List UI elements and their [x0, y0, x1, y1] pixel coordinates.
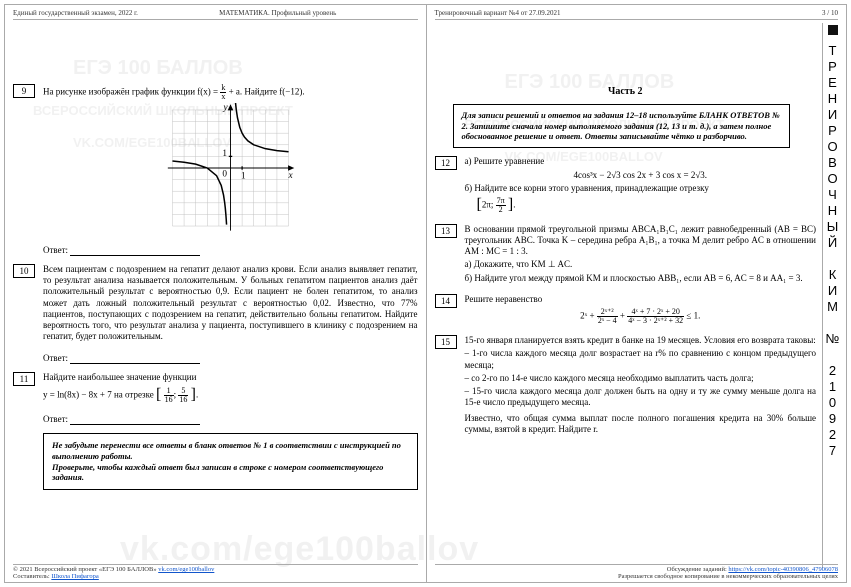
q15-out: Известно, что общая сумма выплат после п…: [465, 413, 817, 436]
task-number: 14: [435, 294, 457, 308]
content-right: ЕГЭ 100 БАЛЛОВ ВСЕРОССИЙСКИЙ ШКОЛЬНЫЙ ПР…: [435, 26, 839, 437]
hdr-page: 3 / 10: [822, 9, 838, 17]
task-10: 10 Всем пациентам с подозрением на гепат…: [13, 264, 418, 345]
ftr-link-topic[interactable]: https://vk.com/topic-40390806_47906078: [728, 566, 838, 573]
task-number: 10: [13, 264, 35, 278]
task-body-14: Решите неравенство 2ˣ + 2ˣ⁺²2ˣ − 4 + 4ˣ …: [465, 294, 817, 327]
ftr-link-author[interactable]: Школа Пифагора: [51, 573, 98, 580]
q10-text: Всем пациентам с подозрением на гепатит …: [43, 264, 418, 343]
footer-left: © 2021 Всероссийский проект «ЕГЭ 100 БАЛ…: [13, 564, 418, 580]
task-body-11: Найдите наибольшее значение функции y = …: [43, 372, 418, 406]
q13-text: В основании прямой треугольной призмы AB…: [465, 224, 817, 258]
q12-formula: 4cos³x − 2√3 cos 2x + 3 cos x = 2√3.: [465, 170, 817, 181]
content-left: ЕГЭ 100 БАЛЛОВ ВСЕРОССИЙСКИЙ ШКОЛЬНЫЙ ПР…: [13, 26, 418, 490]
task-number: 12: [435, 156, 457, 170]
note-line-1: Не забудьте перенести все ответы в бланк…: [52, 440, 409, 461]
q15-b2: – со 2-го по 14-е число каждого месяца н…: [465, 373, 817, 384]
task-14: 14 Решите неравенство 2ˣ + 2ˣ⁺²2ˣ − 4 + …: [435, 294, 817, 327]
note-line-2: Проверьте, чтобы каждый ответ был записа…: [52, 462, 409, 483]
task-9: 9 На рисунке изображён график функции f(…: [13, 84, 418, 237]
exam-sheet: Единый государственный экзамен, 2022 г. …: [0, 0, 851, 587]
ftr-license: Разрешается свободное копирование в неко…: [618, 573, 838, 580]
answer-10: Ответ:: [43, 353, 418, 364]
instruction-box: Для записи решений и ответов на задания …: [453, 104, 791, 148]
ftr-proj: © 2021 Всероссийский проект «ЕГЭ 100 БАЛ…: [13, 566, 158, 573]
note-box: Не забудьте перенести все ответы в бланк…: [43, 433, 418, 490]
q9-fraction: kx: [220, 84, 226, 101]
task-body-10: Всем пациентам с подозрением на гепатит …: [43, 264, 418, 345]
task-number: 9: [13, 84, 35, 98]
task-12: 12 а) Решите уравнение 4cos³x − 2√3 cos …: [435, 156, 817, 216]
header-left: Единый государственный экзамен, 2022 г. …: [13, 9, 418, 20]
q15-b1: – 1-го числа каждого месяца долг возраст…: [465, 348, 817, 371]
q11-text: Найдите наибольшее значение функции: [43, 372, 418, 383]
answer-11: Ответ:: [43, 414, 418, 425]
q14-text: Решите неравенство: [465, 294, 817, 305]
q15-intro: 15-го января планируется взять кредит в …: [465, 335, 817, 346]
task-13: 13 В основании прямой треугольной призмы…: [435, 224, 817, 286]
hdr-subject: МАТЕМАТИКА. Профильный уровень: [138, 9, 418, 17]
q9-chart: 1 1 0 y x: [163, 103, 298, 233]
svg-text:1: 1: [222, 148, 227, 158]
part-title: Часть 2: [435, 86, 817, 99]
task-15: 15 15-го января планируется взять кредит…: [435, 335, 817, 437]
svg-text:y: y: [222, 103, 228, 113]
q9-text-a: На рисунке изображён график функции f(x)…: [43, 86, 220, 96]
answer-9: Ответ:: [43, 245, 418, 256]
task-body-12: а) Решите уравнение 4cos³x − 2√3 cos 2x …: [465, 156, 817, 216]
q12-b: б) Найдите все корни этого уравнения, пр…: [465, 183, 817, 194]
q11-formula: y = ln(8x) − 8x + 7 на отрезке: [43, 390, 156, 400]
task-number: 13: [435, 224, 457, 238]
task-number: 15: [435, 335, 457, 349]
ftr-link-vk[interactable]: vk.com/ege100ballov: [158, 566, 214, 573]
svg-text:x: x: [287, 170, 293, 180]
svg-text:0: 0: [222, 169, 227, 179]
task-body-13: В основании прямой треугольной призмы AB…: [465, 224, 817, 286]
ftr-author: Составитель:: [13, 573, 51, 580]
q12-a: а) Решите уравнение: [465, 156, 817, 167]
hdr-exam: Единый государственный экзамен, 2022 г.: [13, 9, 138, 17]
q13-a: а) Докажите, что KM ⊥ AC.: [465, 259, 817, 270]
header-right: Тренировочный вариант №4 от 27.09.2021 3…: [435, 9, 839, 20]
task-body-9: На рисунке изображён график функции f(x)…: [43, 84, 418, 237]
q14-formula: 2ˣ + 2ˣ⁺²2ˣ − 4 + 4ˣ + 7 · 2ˣ + 204ˣ − 3…: [465, 308, 817, 325]
task-body-15: 15-го января планируется взять кредит в …: [465, 335, 817, 437]
footer-right: Обсуждение заданий: https://vk.com/topic…: [435, 564, 839, 580]
page-left: Единый государственный экзамен, 2022 г. …: [4, 4, 426, 583]
q15-b3: – 15-го числа каждого месяца долг должен…: [465, 386, 817, 409]
hdr-variant: Тренировочный вариант №4 от 27.09.2021: [435, 9, 561, 17]
svg-text:1: 1: [241, 171, 246, 181]
q13-b: б) Найдите угол между прямой KM и плоско…: [465, 273, 817, 284]
page-right: Тренировочный вариант №4 от 27.09.2021 3…: [426, 4, 848, 583]
watermark: ЕГЭ 100 БАЛЛОВ: [73, 56, 478, 81]
task-11: 11 Найдите наибольшее значение функции y…: [13, 372, 418, 406]
ftr-discuss: Обсуждение заданий:: [667, 566, 729, 573]
q9-text-b: + a. Найдите f(−12).: [229, 86, 305, 96]
task-number: 11: [13, 372, 35, 386]
